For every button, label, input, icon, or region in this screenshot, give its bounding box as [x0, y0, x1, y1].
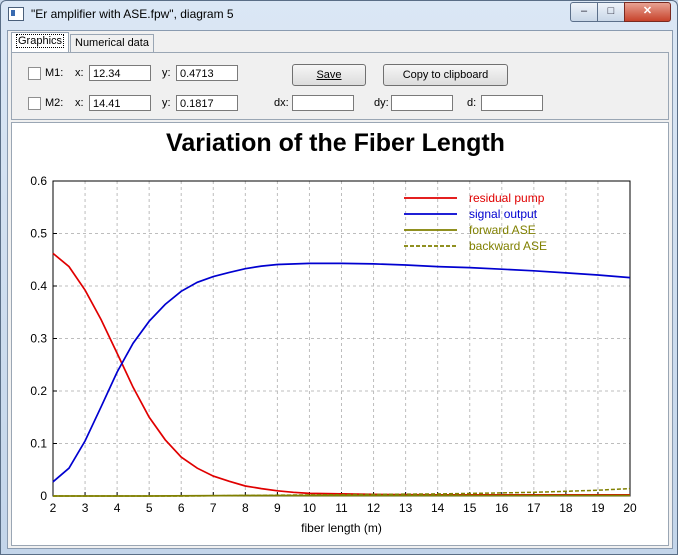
dx-label: dx: — [274, 97, 289, 109]
m2-x-input[interactable]: 14.41 — [89, 95, 151, 111]
app-icon[interactable] — [8, 7, 24, 21]
x-tick-label: 5 — [146, 501, 153, 515]
y-tick-label: 0.4 — [30, 279, 47, 293]
m1-y-input[interactable]: 0.4713 — [176, 65, 238, 81]
m2-y-input[interactable]: 0.1817 — [176, 95, 238, 111]
x-axis-label: fiber length (m) — [301, 521, 382, 535]
minimize-button[interactable]: ‒ — [570, 2, 598, 22]
x-tick-label: 3 — [82, 501, 89, 515]
m1-x-input[interactable]: 12.34 — [89, 65, 151, 81]
close-button[interactable]: ✕ — [624, 2, 671, 22]
dy-label: dy: — [374, 97, 389, 109]
window-title: "Er amplifier with ASE.fpw", diagram 5 — [31, 7, 234, 21]
m1-x-label: x: — [75, 67, 84, 79]
y-tick-label: 0.6 — [30, 174, 47, 188]
x-tick-label: 2 — [50, 501, 57, 515]
x-tick-label: 15 — [463, 501, 477, 515]
series-line-residual-pump — [52, 252, 630, 496]
x-tick-label: 20 — [623, 501, 637, 515]
x-tick-label: 10 — [303, 501, 317, 515]
y-tick-label: 0 — [40, 489, 47, 503]
x-tick-label: 18 — [559, 501, 573, 515]
dy-input[interactable] — [391, 95, 453, 111]
m2-label: M2: — [45, 97, 64, 109]
m2-y-label: y: — [162, 97, 171, 109]
save-button[interactable]: Save — [292, 64, 366, 86]
m1-y-label: y: — [162, 67, 171, 79]
x-tick-label: 14 — [431, 501, 445, 515]
legend-label-residual-pump: residual pump — [469, 191, 545, 205]
copy-to-clipboard-button[interactable]: Copy to clipboard — [383, 64, 508, 86]
y-tick-label: 0.3 — [30, 332, 47, 346]
x-tick-label: 12 — [367, 501, 381, 515]
plot-area[interactable]: Variation of the Fiber Length 2 3 4 5 6 7 8 9 10 1… — [11, 122, 669, 546]
y-tick-label: 0.1 — [30, 437, 47, 451]
d-label: d: — [467, 97, 477, 109]
title-bar[interactable]: "Er amplifier with ASE.fpw", diagram 5 ‒… — [1, 1, 677, 27]
series-line-backward-ASE — [53, 487, 631, 497]
m2-x-label: x: — [75, 97, 84, 109]
legend-label-backward-ASE: backward ASE — [469, 239, 547, 253]
x-tick-label: 8 — [242, 501, 249, 515]
marker-panel: M1: x: 12.34 y: 0.4713 Save Copy to clip… — [11, 52, 669, 120]
m1-checkbox[interactable] — [28, 67, 41, 80]
x-tick-label: 4 — [114, 501, 121, 515]
m2-checkbox[interactable] — [28, 97, 41, 110]
x-tick-label: 7 — [210, 501, 217, 515]
dx-input[interactable] — [292, 95, 354, 111]
save-button-label: Save — [316, 69, 342, 81]
d-input[interactable] — [481, 95, 543, 111]
y-tick-label: 0.5 — [30, 227, 47, 241]
series-line-signal-output — [52, 262, 631, 483]
tab-graphics[interactable]: Graphics — [11, 32, 70, 52]
y-tick-label: 0.2 — [30, 384, 47, 398]
x-tick-label: 6 — [178, 501, 185, 515]
legend-label-forward-ASE: forward ASE — [469, 223, 536, 237]
tab-graphics-label: Graphics — [16, 34, 65, 48]
client-area: Graphics Numerical data M1: x: 12.34 y: … — [7, 30, 673, 549]
x-tick-label: 11 — [335, 501, 348, 515]
fiber-length-chart: Variation of the Fiber Length 2 3 4 5 6 7 8 9 10 1… — [30, 129, 637, 535]
x-tick-label: 19 — [591, 501, 605, 515]
chart-title: Variation of the Fiber Length — [166, 129, 505, 157]
legend-label-signal-output: signal output — [469, 207, 538, 221]
x-tick-label: 17 — [527, 501, 541, 515]
tab-numerical-data[interactable]: Numerical data — [70, 34, 154, 52]
x-tick-label: 13 — [399, 501, 413, 515]
x-tick-label: 9 — [274, 501, 281, 515]
maximize-button[interactable]: □ — [597, 2, 625, 22]
m1-label: M1: — [45, 67, 64, 79]
x-tick-label: 16 — [495, 501, 509, 515]
